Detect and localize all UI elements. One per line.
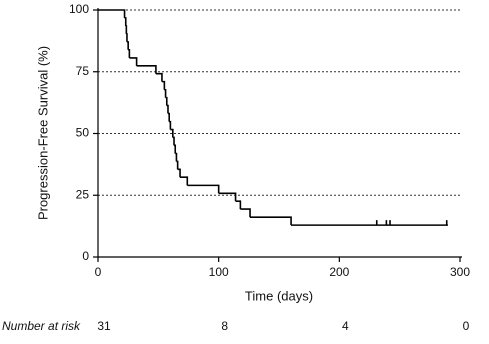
survival-step <box>164 88 167 98</box>
survival-step <box>125 25 128 34</box>
survival-step <box>161 80 166 90</box>
x-axis-title: Time (days) <box>245 288 313 303</box>
at-risk-count: 4 <box>342 319 349 333</box>
survival-step <box>167 112 170 122</box>
survival-step <box>124 17 127 27</box>
survival-step <box>165 96 168 106</box>
survival-step <box>172 136 175 146</box>
y-tick-label: 25 <box>76 187 90 201</box>
survival-step <box>155 72 163 82</box>
risk-label: Number at risk <box>2 319 81 333</box>
survival-step <box>126 41 129 50</box>
survival-step <box>250 216 292 226</box>
survival-step <box>177 168 181 178</box>
survival-step <box>180 176 189 186</box>
survival-step <box>218 192 237 202</box>
x-tick-label: 300 <box>450 265 470 279</box>
y-tick-label: 0 <box>82 249 89 263</box>
survival-step <box>128 48 131 58</box>
survival-step <box>98 9 126 18</box>
survival-step <box>169 120 172 130</box>
x-tick-label: 100 <box>209 265 229 279</box>
x-tick-label: 0 <box>95 265 102 279</box>
survival-step <box>175 152 178 162</box>
at-risk-count: 31 <box>97 319 111 333</box>
survival-step <box>176 160 179 170</box>
y-tick-label: 75 <box>76 64 90 78</box>
survival-step <box>129 57 138 66</box>
survival-step <box>126 33 128 42</box>
survival-step <box>136 65 157 74</box>
survival-step <box>166 104 169 114</box>
y-tick-label: 50 <box>76 126 90 140</box>
y-axis-title: Progression-Free Survival (%) <box>35 46 50 220</box>
at-risk-count: 8 <box>221 319 228 333</box>
x-tick-label: 200 <box>329 265 349 279</box>
at-risk-count: 0 <box>463 319 470 333</box>
survival-step <box>240 208 251 218</box>
survival-step <box>170 128 174 138</box>
survival-step <box>235 200 242 210</box>
survival-step <box>174 144 177 154</box>
y-tick-label: 100 <box>69 2 89 16</box>
survival-step <box>187 184 220 194</box>
